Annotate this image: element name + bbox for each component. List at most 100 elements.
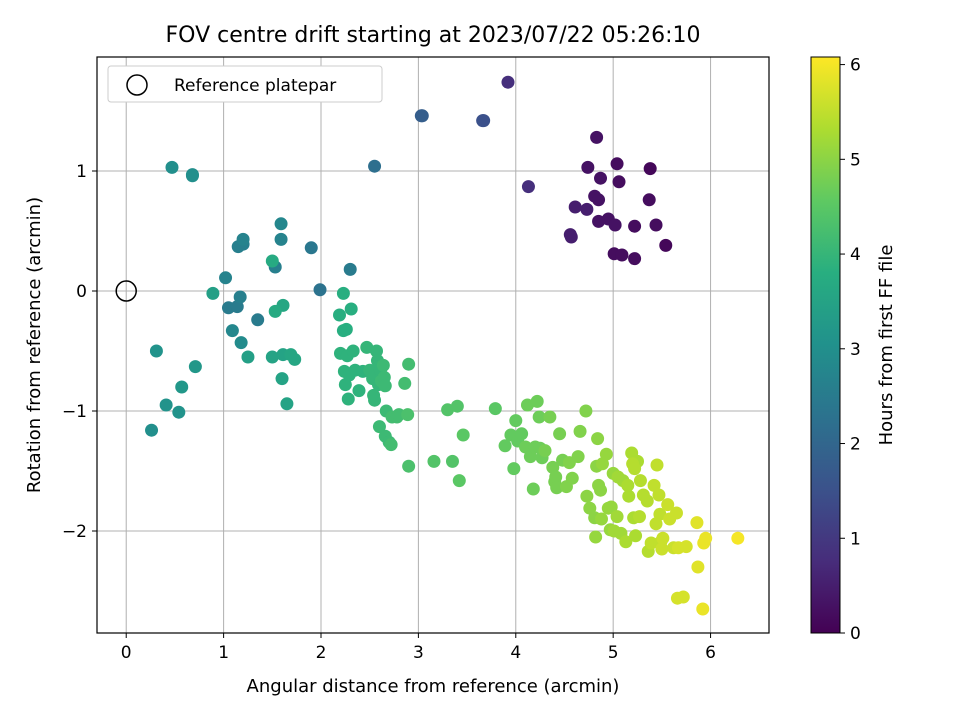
data-point — [519, 440, 533, 454]
data-point — [622, 489, 636, 503]
data-point — [589, 530, 603, 544]
data-point — [507, 462, 521, 476]
data-point — [445, 454, 459, 468]
data-point — [341, 392, 355, 406]
y-tick-label: 1 — [76, 162, 87, 182]
data-point — [219, 271, 233, 285]
data-point — [565, 471, 579, 485]
data-point — [649, 218, 663, 232]
data-point — [640, 494, 654, 508]
data-point — [590, 130, 604, 144]
data-point — [594, 171, 608, 185]
data-point — [691, 560, 705, 574]
data-point — [604, 500, 618, 514]
data-point — [515, 427, 529, 441]
data-point — [280, 397, 294, 411]
data-point — [274, 232, 288, 246]
data-point — [368, 159, 382, 173]
data-point — [731, 531, 745, 545]
colorbar-label: Hours from first FF file — [876, 245, 897, 446]
data-point — [313, 283, 327, 297]
y-axis-label: Rotation from reference (arcmin) — [24, 197, 45, 493]
data-point — [401, 408, 415, 422]
data-point — [594, 483, 608, 497]
data-point — [579, 404, 593, 418]
data-point — [304, 241, 318, 255]
data-point — [159, 398, 173, 412]
data-point — [592, 193, 606, 207]
x-tick-label: 2 — [316, 643, 327, 663]
data-point — [610, 510, 624, 524]
colorbar-tick-label: 5 — [850, 150, 861, 170]
colorbar-ticks: 0 1 2 3 4 5 6 — [840, 56, 861, 644]
y-tick-label: −2 — [62, 522, 87, 542]
legend: Reference platepar — [107, 65, 383, 103]
data-point — [268, 304, 282, 318]
data-point — [352, 384, 366, 398]
data-point — [610, 157, 624, 171]
data-point — [690, 516, 704, 530]
data-point — [172, 405, 186, 419]
data-point — [644, 536, 658, 550]
colorbar-tick-label: 0 — [850, 624, 861, 644]
data-point — [265, 254, 279, 268]
data-point — [568, 200, 582, 214]
data-point — [236, 232, 250, 246]
data-point — [149, 344, 163, 358]
data-point — [188, 360, 202, 374]
data-point — [629, 529, 643, 543]
data-point — [650, 458, 664, 472]
data-point — [656, 531, 670, 545]
data-point — [659, 238, 673, 252]
data-point — [344, 302, 358, 316]
data-point — [633, 474, 647, 488]
data-point — [652, 488, 666, 502]
reference-platepar-marker — [115, 280, 137, 302]
plot-frame — [96, 56, 770, 634]
data-point — [498, 439, 512, 453]
legend-marker-icon — [126, 74, 148, 96]
chart-title: FOV centre drift starting at 2023/07/22 … — [166, 23, 701, 48]
data-point — [206, 286, 220, 300]
data-point — [501, 75, 515, 89]
x-tick-label: 6 — [705, 643, 716, 663]
data-point — [165, 160, 179, 174]
data-point — [669, 506, 683, 520]
data-point — [628, 219, 642, 233]
y-tick-label: 0 — [76, 282, 87, 302]
data-point — [599, 447, 613, 461]
colorbar-tick-label: 2 — [850, 435, 861, 455]
legend-box — [107, 65, 383, 103]
data-point — [530, 394, 544, 408]
data-point — [333, 308, 347, 322]
data-point — [564, 230, 578, 244]
data-point — [580, 489, 594, 503]
data-point — [450, 399, 464, 413]
data-point — [402, 459, 416, 473]
data-point — [628, 462, 642, 476]
data-point — [591, 432, 605, 446]
data-point — [523, 450, 537, 464]
data-point — [553, 427, 567, 441]
data-point — [241, 350, 255, 364]
x-tick-label: 1 — [218, 643, 229, 663]
colorbar-tick-label: 6 — [850, 56, 861, 76]
data-point — [234, 336, 248, 350]
x-axis-ticks: 0 1 2 3 4 5 6 — [121, 633, 716, 663]
x-tick-label: 3 — [413, 643, 424, 663]
colorbar-gradient — [810, 56, 841, 634]
data-point — [274, 217, 288, 231]
data-point — [343, 262, 357, 276]
data-point — [175, 380, 189, 394]
data-point — [376, 358, 390, 372]
data-point — [233, 290, 247, 304]
data-point — [580, 202, 594, 216]
scatter-points — [115, 75, 745, 616]
data-point — [384, 438, 398, 452]
data-point — [509, 414, 523, 428]
data-point — [581, 160, 595, 174]
legend-entry: Reference platepar — [174, 76, 336, 96]
x-tick-label: 0 — [121, 643, 132, 663]
data-point — [336, 286, 350, 300]
data-point — [612, 175, 626, 189]
